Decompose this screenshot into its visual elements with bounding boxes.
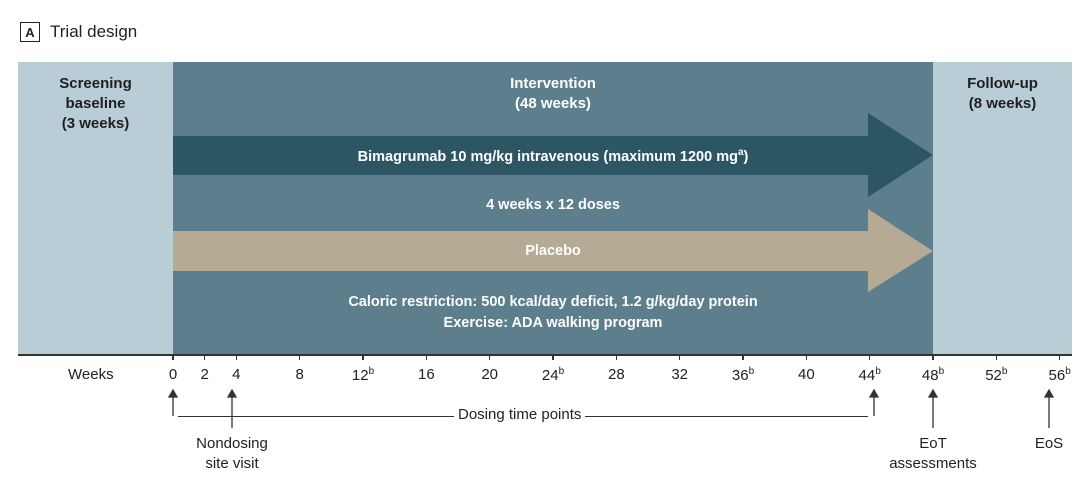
nondosing-visit-note: Nondosing site visit: [168, 434, 296, 474]
drug-arm-label: Bimagrumab 10 mg/kg intravenous (maximum…: [357, 147, 749, 165]
axis-tick-label: 52b: [985, 366, 1008, 384]
panel-header: A Trial design: [20, 20, 137, 44]
screening-label-line2: baseline: [65, 95, 126, 112]
dosing-time-points-label: Dosing time points: [454, 406, 586, 423]
lifestyle-label: Caloric restriction: 500 kcal/day defici…: [173, 292, 933, 334]
eos-note: EoS: [1034, 435, 1064, 452]
axis-tick-label: 40: [797, 366, 815, 383]
panel-letter: A: [20, 22, 40, 42]
axis-tick-label: 56b: [1048, 366, 1071, 384]
screening-label-line1: Screening: [59, 75, 132, 92]
axis-tick: [995, 354, 998, 360]
placebo-arm-label: Placebo: [525, 243, 581, 259]
followup-label-line1: Follow-up: [967, 75, 1038, 92]
axis-tick: [932, 354, 934, 360]
intervention-phase: Intervention (48 weeks): [173, 62, 933, 354]
axis-tick: [805, 354, 808, 360]
axis-tick: [615, 354, 618, 360]
dosing-schedule-label: 4 weeks x 12 doses: [486, 197, 620, 213]
screening-label-line3: (3 weeks): [61, 115, 130, 132]
axis-tick-label: 4: [232, 366, 241, 383]
axis-tick-label: 28: [607, 366, 625, 383]
axis-tick: [678, 354, 681, 360]
intervention-label: Intervention (48 weeks): [173, 74, 933, 114]
axis-tick-label: 8: [295, 366, 304, 383]
axis-tick: [1058, 354, 1061, 360]
lifestyle-line1: Caloric restriction: 500 kcal/day defici…: [348, 294, 758, 310]
followup-label-line2: (8 weeks): [968, 95, 1037, 112]
axis-tick-label: 20: [481, 366, 498, 383]
followup-label: Follow-up (8 weeks): [933, 74, 1072, 114]
panel-title: Trial design: [50, 22, 138, 41]
axis-tick-label: 36b: [731, 366, 755, 384]
nondosing-line2: site visit: [205, 455, 259, 472]
axis-tick-label: 0: [168, 366, 178, 383]
nondosing-line1: Nondosing: [196, 435, 268, 452]
drug-arrow: [173, 113, 933, 197]
axis-tick: [235, 354, 238, 360]
followup-phase: Follow-up (8 weeks): [933, 62, 1072, 354]
eot-line2: assessments: [889, 455, 977, 472]
axis-tick: [362, 354, 364, 360]
intervention-label-line2: (48 weeks): [515, 95, 591, 112]
axis-tick: [298, 354, 301, 360]
axis-tick: [203, 354, 206, 360]
screening-label: Screening baseline (3 weeks): [18, 74, 173, 134]
lifestyle-line2: Exercise: ADA walking program: [443, 315, 663, 331]
eot-line1: EoT: [919, 435, 947, 452]
eot-note: EoT assessments: [880, 434, 986, 474]
axis-tick-label: 32: [671, 366, 688, 383]
axis-tick-label: 48b: [921, 366, 945, 384]
axis-tick-label: 12b: [351, 366, 375, 384]
axis-tick-label: 2: [200, 366, 209, 383]
intervention-label-line1: Intervention: [510, 75, 596, 92]
axis-tick: [552, 354, 554, 360]
axis-tick: [488, 354, 491, 360]
axis-tick-label: 44b: [858, 366, 881, 384]
axis-tick-label: 16: [417, 366, 435, 383]
weeks-axis-line: [18, 354, 1072, 356]
weeks-axis-title: Weeks: [68, 366, 114, 383]
screening-phase: Screening baseline (3 weeks): [18, 62, 173, 354]
axis-tick: [425, 354, 428, 360]
axis-tick: [868, 354, 871, 360]
axis-tick-label: 24b: [541, 366, 565, 384]
placebo-arrow: [173, 209, 933, 292]
axis-tick: [172, 354, 174, 360]
axis-tick: [742, 354, 744, 360]
